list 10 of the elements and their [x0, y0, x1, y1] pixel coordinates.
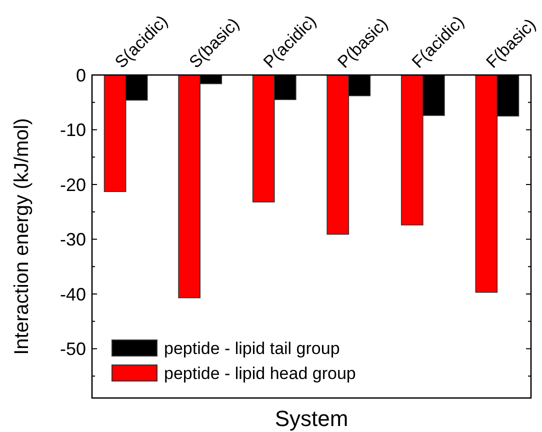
legend-label: peptide - lipid head group: [164, 364, 356, 383]
y-tick-label: -30: [60, 230, 86, 250]
y-axis-title: Interaction energy (kJ/mol): [11, 118, 33, 355]
x-axis-title: System: [274, 406, 348, 431]
y-tick-label: -20: [60, 174, 86, 195]
y-tick-label: 0: [76, 65, 86, 86]
y-tick-label: -10: [60, 120, 86, 140]
y-tick-label: -40: [60, 284, 86, 304]
legend-label: peptide - lipid tail group: [164, 338, 340, 358]
y-tick-label: -50: [60, 339, 86, 360]
